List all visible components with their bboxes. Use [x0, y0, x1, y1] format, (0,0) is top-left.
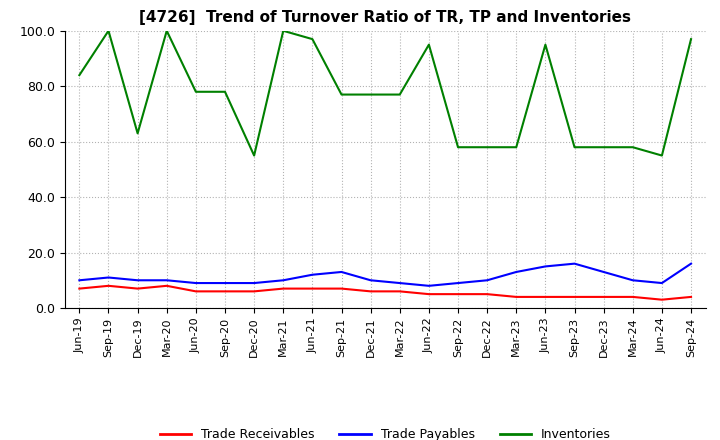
Trade Payables [163, 278, 171, 283]
Trade Receivables [570, 294, 579, 300]
Trade Receivables [454, 291, 462, 297]
Trade Receivables [657, 297, 666, 302]
Line: Trade Payables: Trade Payables [79, 264, 691, 286]
Trade Receivables [220, 289, 229, 294]
Inventories [512, 145, 521, 150]
Trade Payables [133, 278, 142, 283]
Trade Receivables [75, 286, 84, 291]
Trade Payables [220, 280, 229, 286]
Trade Payables [512, 269, 521, 275]
Inventories [395, 92, 404, 97]
Trade Receivables [629, 294, 637, 300]
Trade Payables [104, 275, 113, 280]
Inventories [687, 37, 696, 42]
Trade Payables [425, 283, 433, 289]
Trade Payables [599, 269, 608, 275]
Inventories [104, 28, 113, 33]
Trade Payables [629, 278, 637, 283]
Trade Payables [541, 264, 550, 269]
Line: Inventories: Inventories [79, 31, 691, 155]
Inventories [75, 73, 84, 78]
Title: [4726]  Trend of Turnover Ratio of TR, TP and Inventories: [4726] Trend of Turnover Ratio of TR, TP… [139, 11, 631, 26]
Trade Payables [250, 280, 258, 286]
Trade Payables [454, 280, 462, 286]
Trade Payables [279, 278, 287, 283]
Inventories [250, 153, 258, 158]
Trade Payables [570, 261, 579, 266]
Trade Payables [192, 280, 200, 286]
Trade Receivables [192, 289, 200, 294]
Inventories [220, 89, 229, 95]
Trade Receivables [687, 294, 696, 300]
Inventories [570, 145, 579, 150]
Trade Receivables [541, 294, 550, 300]
Inventories [192, 89, 200, 95]
Trade Receivables [395, 289, 404, 294]
Trade Receivables [366, 289, 375, 294]
Trade Receivables [425, 291, 433, 297]
Legend: Trade Receivables, Trade Payables, Inventories: Trade Receivables, Trade Payables, Inven… [155, 423, 616, 440]
Inventories [366, 92, 375, 97]
Trade Payables [366, 278, 375, 283]
Inventories [425, 42, 433, 47]
Trade Receivables [133, 286, 142, 291]
Inventories [133, 131, 142, 136]
Inventories [308, 37, 317, 42]
Inventories [337, 92, 346, 97]
Trade Payables [657, 280, 666, 286]
Inventories [629, 145, 637, 150]
Trade Receivables [250, 289, 258, 294]
Trade Receivables [337, 286, 346, 291]
Inventories [599, 145, 608, 150]
Trade Payables [337, 269, 346, 275]
Trade Payables [308, 272, 317, 277]
Inventories [279, 28, 287, 33]
Trade Receivables [483, 291, 492, 297]
Inventories [454, 145, 462, 150]
Inventories [541, 42, 550, 47]
Trade Payables [483, 278, 492, 283]
Trade Receivables [512, 294, 521, 300]
Trade Receivables [163, 283, 171, 289]
Trade Receivables [599, 294, 608, 300]
Inventories [163, 28, 171, 33]
Line: Trade Receivables: Trade Receivables [79, 286, 691, 300]
Trade Receivables [308, 286, 317, 291]
Trade Receivables [279, 286, 287, 291]
Trade Payables [687, 261, 696, 266]
Inventories [657, 153, 666, 158]
Trade Receivables [104, 283, 113, 289]
Trade Payables [395, 280, 404, 286]
Trade Payables [75, 278, 84, 283]
Inventories [483, 145, 492, 150]
